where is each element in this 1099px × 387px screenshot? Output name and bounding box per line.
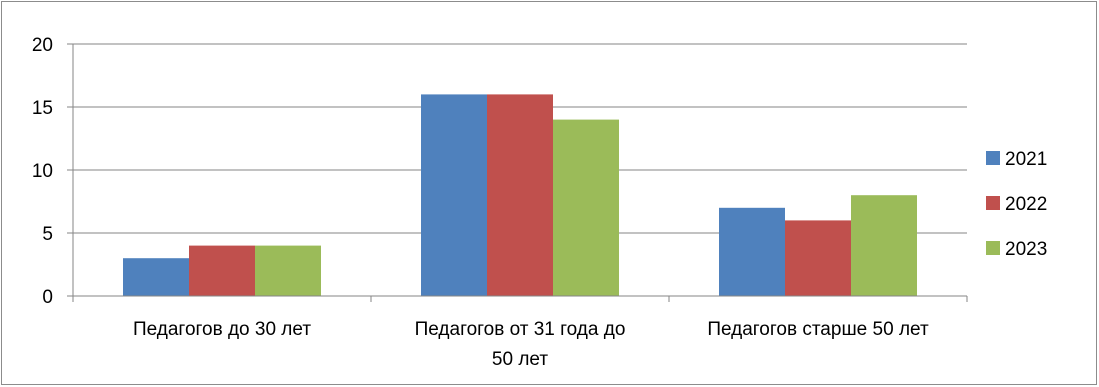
bar-2023-1 — [553, 119, 619, 296]
y-tick-label-15: 15 — [32, 98, 53, 119]
bar-2023-0 — [255, 245, 321, 296]
bar-2021-0 — [123, 258, 189, 296]
bar-2021-2 — [719, 207, 785, 296]
category-label-0: Педагогов до 30 лет — [133, 319, 311, 340]
legend-swatch-2022 — [986, 196, 1000, 210]
bar-2022-2 — [785, 220, 851, 296]
y-tick-label-20: 20 — [32, 35, 53, 56]
y-tick-label-0: 0 — [42, 287, 53, 308]
bar-2021-1 — [421, 94, 487, 297]
y-tick-label-5: 5 — [42, 224, 53, 245]
category-label-1-line-1: 50 лет — [492, 349, 548, 370]
bar-2022-0 — [189, 245, 255, 296]
bar-2023-2 — [851, 195, 917, 296]
legend-label-2021: 2021 — [1005, 149, 1047, 170]
legend-label-2022: 2022 — [1005, 194, 1047, 215]
legend-swatch-2023 — [986, 241, 1000, 255]
bar-2022-1 — [487, 94, 553, 297]
legend-swatch-2021 — [986, 151, 1000, 165]
category-label-2: Педагогов старше 50 лет — [707, 319, 929, 340]
category-label-1-line-0: Педагогов от 31 года до — [415, 319, 626, 340]
y-tick-label-10: 10 — [32, 161, 53, 182]
legend-label-2023: 2023 — [1005, 239, 1047, 260]
